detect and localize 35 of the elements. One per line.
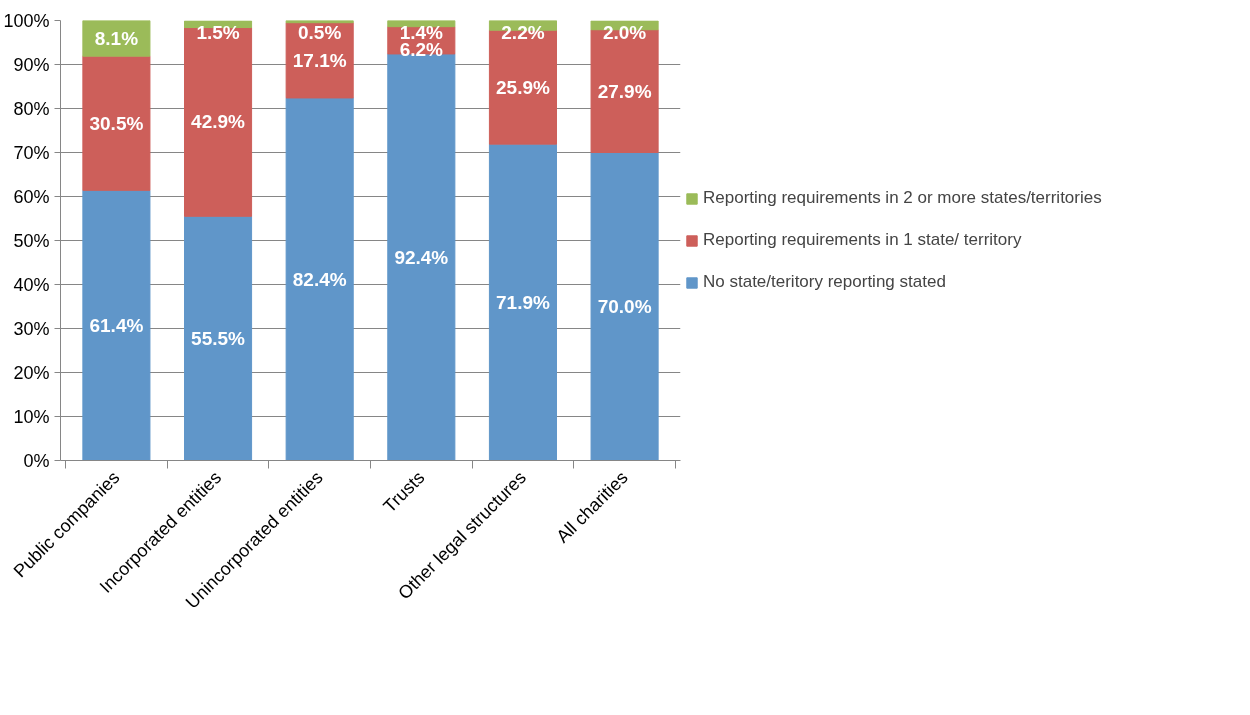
data-label: 42.9% [191, 111, 246, 133]
legend-label: Reporting requirements in 1 state/ territory [703, 230, 1022, 250]
y-tick-label: 20% [13, 362, 50, 383]
y-tick-label: 10% [13, 406, 50, 427]
y-tick-label: 80% [13, 98, 50, 119]
y-tick-label: 50% [13, 230, 50, 251]
bar [184, 27, 253, 217]
data-label: 61.4% [89, 314, 144, 336]
data-label: 0.5% [298, 21, 342, 43]
y-tick-label: 100% [3, 10, 50, 31]
bar [488, 143, 557, 461]
legend-label: Reporting requirements in 2 or more states/territories [703, 188, 1102, 208]
bar [590, 152, 659, 461]
bar [184, 215, 253, 461]
y-tick-label: 0% [23, 450, 50, 471]
y-tick-label: 70% [13, 142, 50, 163]
data-label: 82.4% [292, 268, 347, 290]
data-label: 8.1% [94, 27, 139, 49]
bar [82, 189, 151, 461]
bar [82, 55, 151, 191]
data-label: 30.5% [89, 112, 144, 134]
data-label: 92.4% [394, 246, 449, 268]
y-tick-label: 90% [13, 54, 50, 75]
legend-label: No state/teritory reporting stated [703, 272, 946, 292]
data-label: 17.1% [292, 49, 347, 71]
data-label: 27.9% [597, 80, 652, 102]
data-label: 70.0% [597, 296, 652, 317]
data-label: 25.9% [496, 76, 550, 98]
data-label: 55.5% [191, 327, 246, 349]
y-tick-label: 60% [13, 186, 50, 207]
data-label: 1.5% [196, 21, 240, 43]
data-label: 71.9% [496, 291, 550, 313]
y-tick-label: 30% [13, 318, 50, 339]
bar [285, 97, 354, 461]
y-tick-label: 40% [13, 274, 50, 295]
